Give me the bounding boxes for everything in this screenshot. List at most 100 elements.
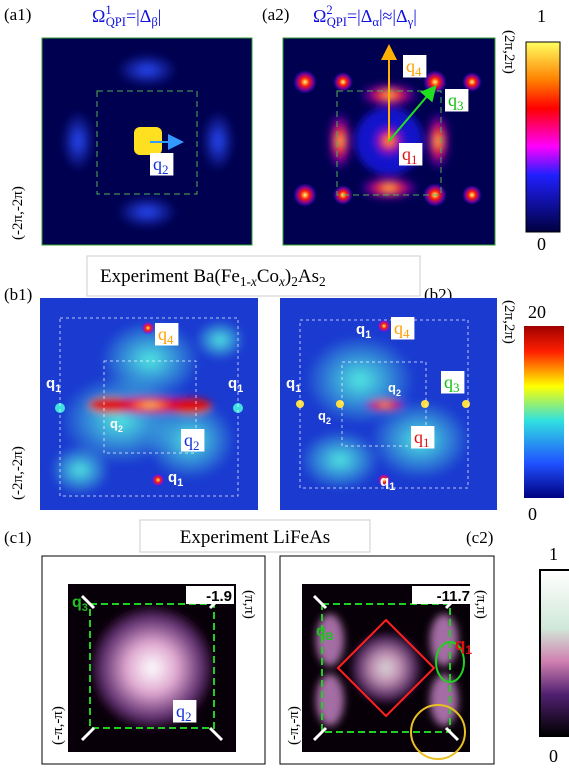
q-letter: q — [184, 430, 193, 450]
title-part: Ω — [92, 6, 105, 26]
q-label: q4 — [155, 323, 178, 347]
q-label: q2 — [150, 153, 173, 177]
q-subscript: 4 — [415, 64, 422, 79]
panel-b1-map — [40, 298, 258, 510]
colorbar-min: 0 — [528, 504, 537, 524]
panel-a1-map — [42, 38, 252, 245]
q-subscript: 1 — [411, 152, 418, 167]
corner-label: (2π,2π) — [501, 300, 517, 344]
q-subscript: 3 — [457, 98, 464, 113]
q-letter: q — [394, 318, 403, 338]
q-letter: q — [318, 408, 326, 423]
q-letter: q — [72, 594, 82, 611]
q-subscript: 1 — [465, 643, 472, 657]
q-letter: q — [380, 473, 389, 490]
panel-label: (a1) — [4, 5, 31, 24]
q-letter: q — [153, 154, 162, 174]
q-subscript: B — [326, 631, 334, 643]
q-letter: q — [110, 416, 118, 431]
colorbar — [524, 326, 564, 498]
q-letter: q — [176, 701, 185, 721]
q-letter: q — [286, 375, 295, 392]
energy-label: -11.7 — [437, 588, 470, 605]
colorbar-min: 0 — [549, 746, 558, 766]
q-subscript: 1 — [295, 383, 301, 395]
q-letter: q — [402, 144, 411, 164]
header-part: 2 — [291, 274, 298, 289]
q-subscript: 1 — [423, 435, 430, 450]
title-part: Ω — [313, 6, 326, 26]
figure: (a1) Ω1QPI=|Δβ| (-2π,-2π) (a2) Ω2QPI=|Δα… — [0, 0, 569, 771]
colorbar-min: 0 — [537, 234, 546, 254]
q-letter: q — [444, 372, 453, 392]
q-subscript: 2 — [118, 424, 123, 434]
panel-a2-map — [283, 38, 495, 245]
q-letter: q — [356, 321, 365, 338]
title-part: | — [158, 6, 162, 26]
colorbar-max: 1 — [549, 544, 558, 564]
q-label: q2 — [173, 700, 196, 724]
section-header: Experiment LiFeAs — [180, 527, 330, 548]
q-label: q3 — [445, 89, 468, 113]
q-subscript: 1 — [55, 383, 61, 395]
q-label: q4 — [403, 55, 426, 79]
header-part: As — [298, 266, 319, 287]
q-subscript: 4 — [403, 326, 410, 341]
corner-label: (-π,-π) — [50, 706, 66, 745]
q-letter: q — [406, 56, 415, 76]
q-letter: q — [448, 90, 457, 110]
panel-c2-map: -11.7 — [280, 556, 494, 764]
energy-label: -1.9 — [206, 588, 232, 605]
q-subscript: 1 — [237, 383, 243, 395]
q-subscript: 4 — [167, 332, 174, 347]
panel-label: (c1) — [4, 528, 31, 547]
q-subscript: 2 — [193, 438, 200, 453]
title-part: QPI — [106, 15, 126, 29]
panel-label: (a2) — [262, 5, 289, 24]
q-subscript: 1 — [177, 477, 183, 489]
header-part: Co — [257, 266, 279, 287]
corner-label: (π,π) — [241, 590, 257, 619]
q-label: q2 — [181, 429, 204, 453]
title-part: =|Δ — [126, 6, 151, 26]
title-part: QPI — [327, 15, 347, 29]
q-subscript: 3 — [453, 380, 460, 395]
colorbar — [540, 570, 569, 736]
q-subscript: 2 — [162, 162, 169, 177]
q-letter: q — [168, 469, 177, 486]
corner-label: (2π,2π) — [501, 30, 517, 74]
q-letter: q — [455, 635, 465, 654]
title-part: =|Δ — [347, 6, 372, 26]
q-letter: q — [46, 375, 55, 392]
corner-label: (-π,-π) — [286, 706, 302, 745]
q-letter: q — [414, 427, 423, 447]
q-subscript: 1 — [365, 329, 371, 341]
q-letter: q — [158, 324, 167, 344]
q-subscript: 3 — [82, 602, 88, 614]
title-part: |≈|Δ — [379, 6, 408, 26]
q-label: q4 — [391, 317, 414, 341]
corner-label: (-2π,-2π) — [10, 446, 26, 500]
q-label: q1 — [399, 143, 422, 167]
title-part: | — [413, 6, 417, 26]
q-label: q3 — [441, 371, 464, 395]
corner-label: (-2π,-2π) — [10, 186, 26, 240]
colorbar — [526, 42, 560, 232]
q-subscript: 2 — [396, 388, 401, 398]
q-subscript: 2 — [326, 416, 331, 426]
panel-label: (b1) — [4, 285, 32, 304]
header-part: Experiment Ba(Fe — [100, 266, 240, 287]
header-part: 1- — [240, 274, 251, 289]
q-letter: q — [316, 623, 326, 640]
corner-label: (π,π) — [473, 590, 489, 619]
page: {"a1": {"label": "(a1)", "title": ["Ω", … — [0, 0, 569, 771]
q-label: q1 — [411, 426, 434, 450]
colorbar-max: 20 — [528, 302, 546, 322]
colorbar-max: 1 — [537, 6, 546, 26]
q-subscript: 1 — [389, 481, 395, 493]
header-part: 2 — [319, 274, 326, 289]
panel-c1-map: -1.9 — [42, 556, 265, 764]
q-subscript: 2 — [185, 709, 192, 724]
